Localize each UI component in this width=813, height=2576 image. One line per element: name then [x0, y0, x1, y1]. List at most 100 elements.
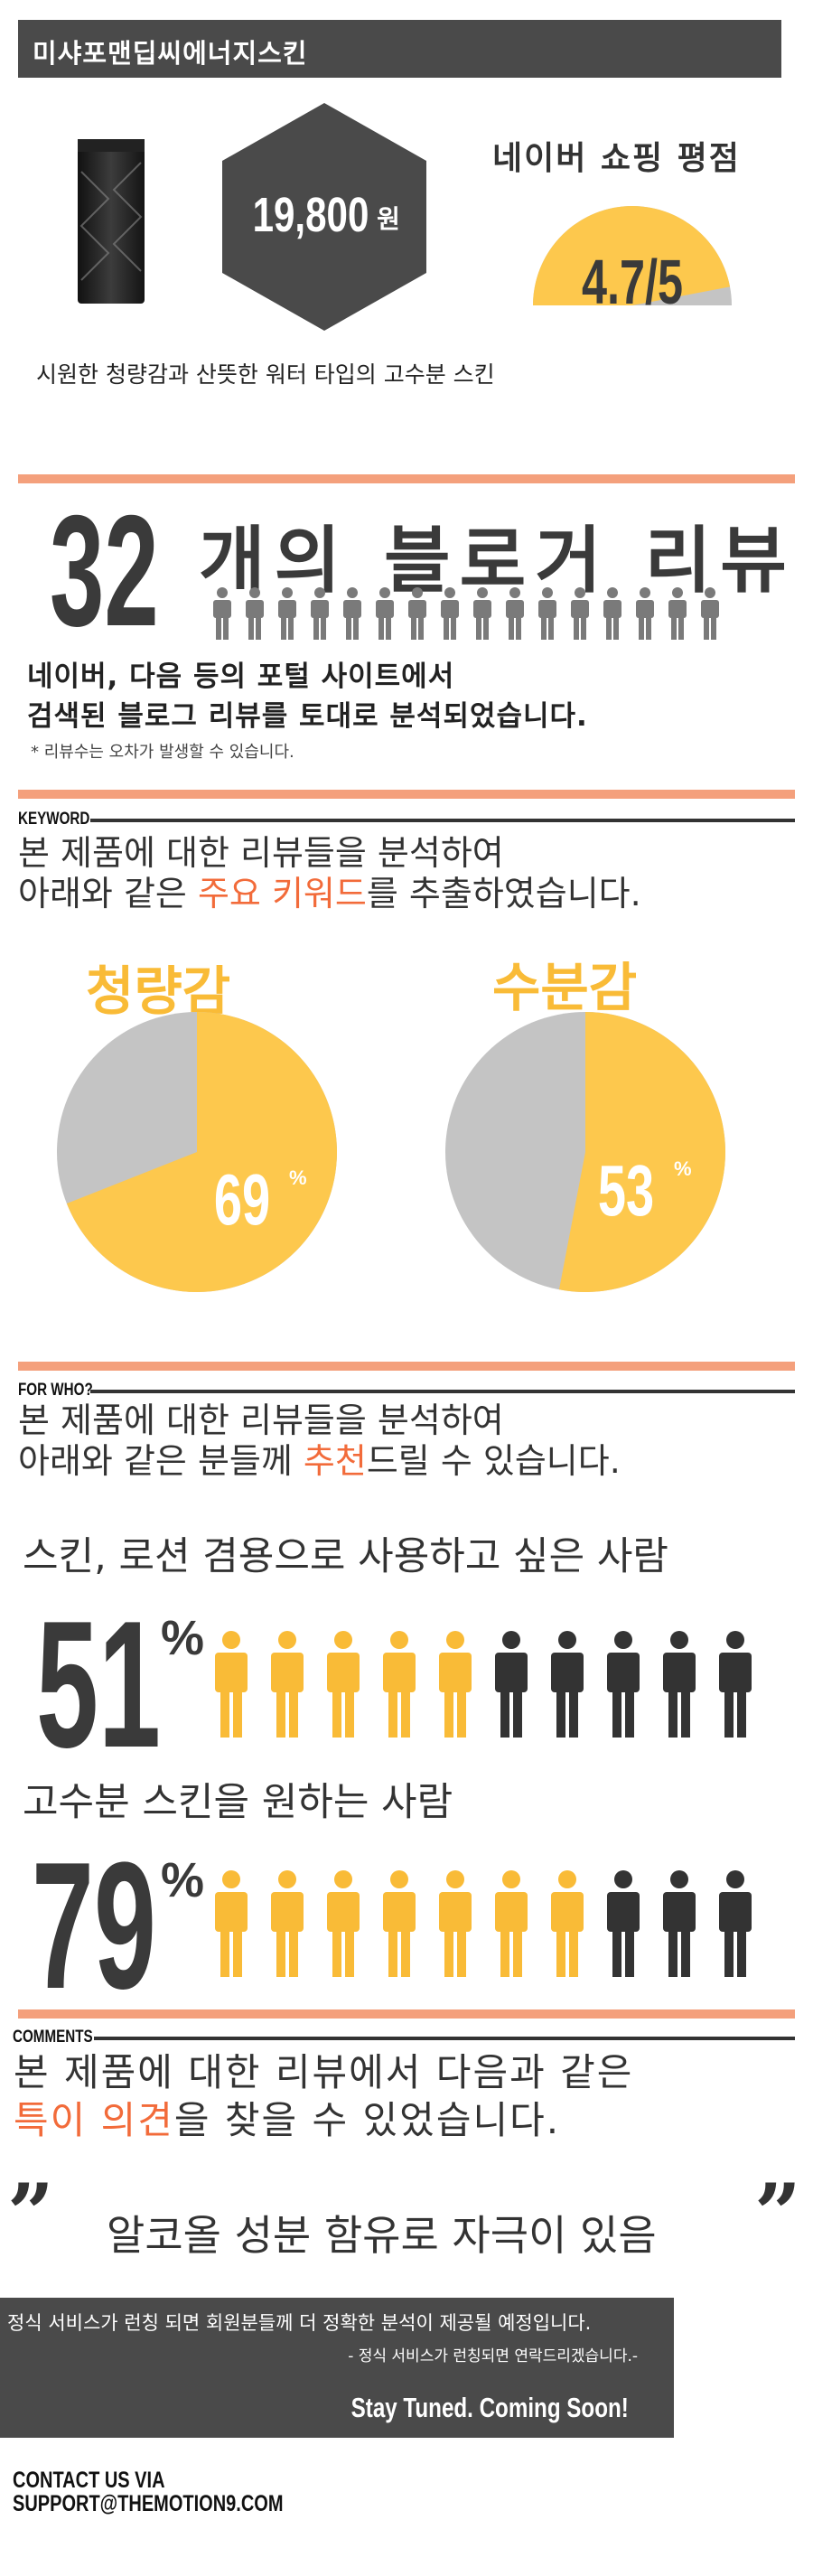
person-icon — [343, 587, 361, 640]
person-icon — [668, 587, 687, 640]
comments-lead-line1: 본 제품에 대한 리뷰에서 다음과 같은 — [14, 2050, 634, 2094]
for-who-2-figures — [215, 1870, 752, 1977]
person-figure-icon — [551, 1870, 584, 1977]
price-hexagon: 19,800 원 — [222, 103, 426, 331]
comments-lead: 본 제품에 대한 리뷰에서 다음과 같은 특이 의견을 찾을 수 있었습니다. — [14, 2049, 633, 2144]
contact-line1: CONTACT US VIA — [13, 2468, 165, 2493]
keyword-1-name: 청량감 — [86, 960, 231, 1022]
person-icon — [376, 587, 394, 640]
keyword-label-line — [90, 819, 795, 822]
person-figure-icon — [495, 1631, 528, 1738]
keyword-lead-line2: 아래와 같은 주요 키워드를 추출하였습니다. — [18, 874, 641, 914]
comments-lead-post: 을 찾을 수 있었습니다. — [173, 2097, 561, 2142]
keyword-1-pie: 69 % — [57, 1012, 337, 1292]
person-figure-icon — [719, 1870, 752, 1977]
keyword-1-value: 69 — [214, 1158, 270, 1240]
divider — [18, 474, 795, 483]
footer-coming-soon: Stay Tuned. Coming Soon! — [350, 2392, 629, 2423]
keyword-2-value: 53 — [598, 1149, 654, 1231]
person-figure-icon — [719, 1631, 752, 1738]
quote-close-icon: ” — [754, 2166, 801, 2262]
person-icon — [506, 587, 524, 640]
person-icon — [571, 587, 589, 640]
person-figure-icon — [607, 1870, 640, 1977]
product-tagline: 시원한 청량감과 산뜻한 워터 타입의 고수분 스킨 — [36, 361, 495, 388]
person-figure-icon — [327, 1870, 360, 1977]
footer-line2: - 정식 서비스가 런칭되면 연락드리겠습니다.- — [348, 2347, 638, 2365]
comments-lead-line2: 특이 의견을 찾을 수 있었습니다. — [14, 2097, 633, 2145]
comment-text: 알코올 성분 함유로 자극이 있음 — [107, 2211, 657, 2260]
person-figure-icon — [215, 1631, 248, 1738]
blog-desc-line1: 네이버, 다음 등의 포털 사이트에서 — [27, 660, 455, 693]
for-who-1-unit: % — [161, 1611, 205, 1665]
for-who-lead-post: 드릴 수 있습니다. — [366, 1440, 621, 1481]
divider — [18, 790, 795, 799]
blog-note: * 리뷰수는 오차가 발생할 수 있습니다. — [31, 743, 294, 762]
comments-lead-highlight: 특이 의견 — [14, 2097, 174, 2142]
for-who-lead-highlight: 추천 — [303, 1440, 367, 1481]
keyword-lead-line1: 본 제품에 대한 리뷰들을 분석하여 — [18, 833, 504, 873]
price-unit: 원 — [377, 204, 400, 234]
person-figure-icon — [663, 1870, 696, 1977]
blog-title: 개의 블로거 리뷰 — [199, 519, 796, 603]
person-icon — [278, 587, 296, 640]
product-bottle-image — [78, 139, 145, 304]
keyword-2-unit: % — [674, 1157, 692, 1180]
person-icon — [603, 587, 621, 640]
person-icon — [636, 587, 654, 640]
rating-value: 4.7/5 — [582, 247, 683, 314]
footer-line1: 정식 서비스가 런칭 되면 회원분들께 더 정확한 분석이 제공될 예정입니다. — [7, 2312, 592, 2334]
person-figure-icon — [663, 1631, 696, 1738]
keyword-lead-highlight: 주요 키워드 — [197, 873, 367, 913]
footer-box: 정식 서비스가 런칭 되면 회원분들께 더 정확한 분석이 제공될 예정입니다.… — [0, 2298, 674, 2438]
keyword-2-pie: 53 % — [445, 1012, 725, 1292]
keyword-1-unit: % — [289, 1166, 307, 1189]
for-who-1-figures — [215, 1631, 752, 1738]
person-figure-icon — [383, 1870, 416, 1977]
keyword-2-name: 수분감 — [492, 957, 638, 1018]
for-who-2-title: 고수분 스킨을 원하는 사람 — [23, 1780, 453, 1825]
divider — [18, 2009, 795, 2019]
blog-desc-line2: 검색된 블로그 리뷰를 토대로 분석되었습니다. — [27, 700, 588, 733]
person-figure-icon — [607, 1631, 640, 1738]
person-icon — [311, 587, 329, 640]
quote-open-icon: ” — [7, 2166, 54, 2262]
header-bar: 미샤포맨딥씨에너지스킨 — [18, 20, 781, 78]
person-icon — [441, 587, 459, 640]
person-icon — [701, 587, 719, 640]
for-who-2-unit: % — [161, 1853, 205, 1907]
price-value: 19,800 — [253, 188, 369, 242]
person-figure-icon — [327, 1631, 360, 1738]
person-icon — [473, 587, 491, 640]
for-who-label-line — [90, 1390, 795, 1393]
for-who-label: FOR WHO? — [18, 1381, 93, 1400]
person-figure-icon — [495, 1870, 528, 1977]
contact-email: SUPPORT@THEMOTION9.COM — [13, 2491, 284, 2516]
person-icon — [538, 587, 556, 640]
person-icon — [213, 587, 231, 640]
person-figure-icon — [383, 1631, 416, 1738]
keyword-lead-pre: 아래와 같은 — [18, 873, 198, 913]
comments-label: COMMENTS — [13, 2028, 93, 2047]
for-who-1-title: 스킨, 로션 겸용으로 사용하고 싶은 사람 — [23, 1534, 668, 1579]
person-figure-icon — [271, 1631, 304, 1738]
keyword-label: KEYWORD — [18, 810, 90, 829]
for-who-lead-line1: 본 제품에 대한 리뷰들을 분석하여 — [18, 1400, 504, 1440]
keyword-lead: 본 제품에 대한 리뷰들을 분석하여 아래와 같은 주요 키워드를 추출하였습니… — [18, 833, 641, 914]
keyword-lead-post: 를 추출하였습니다. — [366, 873, 641, 913]
rating-title: 네이버 쇼핑 평점 — [492, 140, 741, 177]
person-figure-icon — [439, 1631, 472, 1738]
for-who-1-value: 51 — [36, 1584, 161, 1785]
person-figure-icon — [215, 1870, 248, 1977]
pie-slice-청량감 — [66, 1012, 337, 1292]
rating-gauge: 4.7/5 — [533, 206, 732, 314]
person-figure-icon — [551, 1631, 584, 1738]
person-icon — [246, 587, 264, 640]
for-who-lead: 본 제품에 대한 리뷰들을 분석하여 아래와 같은 분들께 추천드릴 수 있습니… — [18, 1400, 621, 1482]
people-icons-row — [213, 587, 719, 640]
for-who-lead-line2: 아래와 같은 분들께 추천드릴 수 있습니다. — [18, 1441, 621, 1482]
for-who-lead-pre: 아래와 같은 분들께 — [18, 1440, 304, 1481]
for-who-2-value: 79 — [32, 1825, 156, 2027]
comments-label-line — [94, 2037, 795, 2040]
blog-count: 32 — [50, 483, 159, 660]
